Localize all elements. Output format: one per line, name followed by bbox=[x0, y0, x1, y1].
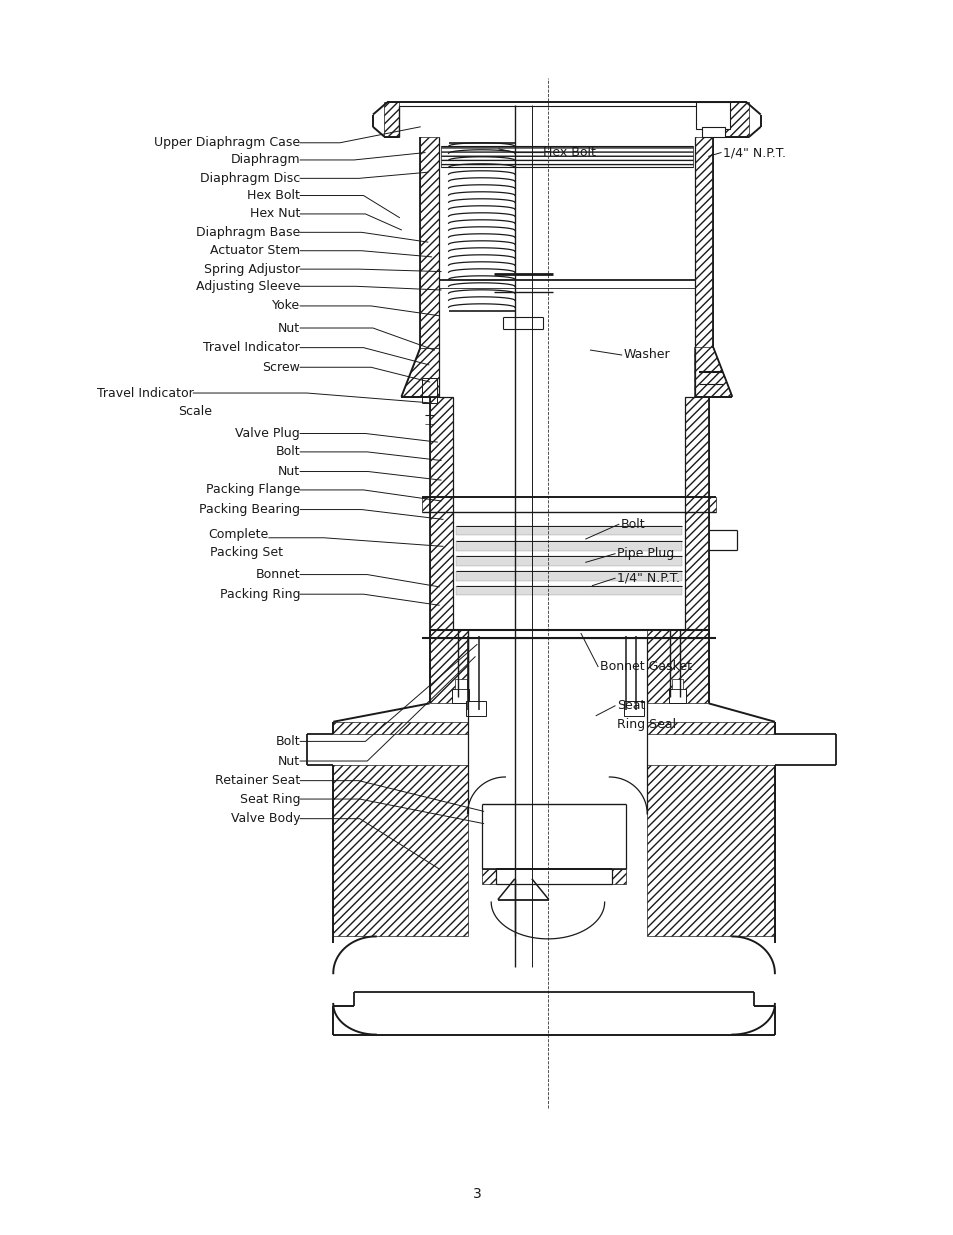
Text: Complete: Complete bbox=[209, 527, 269, 541]
Text: Nut: Nut bbox=[277, 466, 300, 478]
Text: Scale: Scale bbox=[178, 405, 212, 417]
Text: Seat: Seat bbox=[617, 699, 644, 713]
Text: Packing Flange: Packing Flange bbox=[206, 483, 300, 496]
Bar bbox=[420, 137, 438, 347]
Text: Valve Plug: Valve Plug bbox=[235, 427, 300, 440]
Bar bbox=[422, 498, 453, 513]
Text: Spring Adjustor: Spring Adjustor bbox=[204, 263, 300, 275]
Bar bbox=[646, 630, 708, 704]
Bar bbox=[668, 689, 685, 704]
Text: Diaphragm Base: Diaphragm Base bbox=[195, 226, 300, 238]
Bar bbox=[456, 541, 681, 551]
Bar bbox=[456, 571, 681, 580]
Text: Nut: Nut bbox=[277, 321, 300, 335]
Bar bbox=[333, 764, 467, 936]
Bar bbox=[456, 556, 681, 566]
Text: Retainer Seat: Retainer Seat bbox=[214, 774, 300, 787]
Text: Hex Nut: Hex Nut bbox=[250, 207, 300, 220]
Text: Bonnet: Bonnet bbox=[255, 568, 300, 580]
Bar bbox=[694, 137, 713, 347]
Bar bbox=[440, 147, 692, 167]
Text: Packing Bearing: Packing Bearing bbox=[199, 503, 300, 516]
Text: Screw: Screw bbox=[262, 361, 300, 374]
Polygon shape bbox=[694, 347, 732, 396]
Text: Upper Diaphragm Case: Upper Diaphragm Case bbox=[153, 136, 300, 149]
Text: Packing Ring: Packing Ring bbox=[219, 588, 300, 600]
Bar bbox=[646, 764, 774, 936]
Bar bbox=[384, 103, 399, 137]
Text: Pipe Plug: Pipe Plug bbox=[617, 547, 674, 561]
Text: Actuator Stem: Actuator Stem bbox=[210, 245, 300, 257]
Bar bbox=[646, 721, 774, 734]
Text: Adjusting Sleeve: Adjusting Sleeve bbox=[195, 280, 300, 293]
Text: Packing Set: Packing Set bbox=[210, 546, 283, 559]
Text: Yoke: Yoke bbox=[272, 299, 300, 312]
Bar bbox=[722, 103, 748, 137]
Text: Hex Bolt: Hex Bolt bbox=[247, 189, 300, 203]
Bar bbox=[623, 701, 643, 715]
Text: Diaphragm: Diaphragm bbox=[231, 153, 300, 167]
Text: Hex Bolt: Hex Bolt bbox=[542, 146, 596, 159]
Text: Nut: Nut bbox=[277, 755, 300, 767]
Text: Valve Body: Valve Body bbox=[231, 813, 300, 825]
Bar bbox=[429, 630, 467, 704]
Bar bbox=[684, 396, 708, 630]
Bar bbox=[456, 526, 681, 535]
Polygon shape bbox=[401, 347, 438, 396]
Text: Travel Indicator: Travel Indicator bbox=[96, 387, 193, 399]
Text: 1/4" N.P.T.: 1/4" N.P.T. bbox=[617, 572, 679, 584]
Text: Diaphragm Disc: Diaphragm Disc bbox=[200, 172, 300, 185]
Text: Bolt: Bolt bbox=[275, 446, 300, 458]
Bar bbox=[429, 396, 453, 630]
Text: Ring Seal: Ring Seal bbox=[617, 718, 676, 731]
Bar bbox=[481, 869, 496, 884]
FancyBboxPatch shape bbox=[696, 103, 730, 130]
Bar bbox=[333, 721, 467, 734]
Text: Washer: Washer bbox=[623, 348, 670, 362]
Text: Bonnet Gasket: Bonnet Gasket bbox=[599, 659, 691, 673]
Bar bbox=[684, 498, 716, 513]
FancyBboxPatch shape bbox=[701, 127, 724, 137]
Bar bbox=[455, 679, 466, 689]
Text: Bolt: Bolt bbox=[275, 735, 300, 748]
Bar bbox=[465, 701, 486, 715]
Bar bbox=[452, 689, 469, 704]
Bar bbox=[671, 679, 682, 689]
Text: 3: 3 bbox=[472, 1187, 481, 1200]
Text: Seat Ring: Seat Ring bbox=[239, 793, 300, 805]
Text: 1/4" N.P.T.: 1/4" N.P.T. bbox=[722, 146, 785, 159]
Bar bbox=[456, 585, 681, 595]
Text: Bolt: Bolt bbox=[620, 517, 644, 531]
Bar bbox=[612, 869, 626, 884]
Text: Travel Indicator: Travel Indicator bbox=[203, 341, 300, 354]
